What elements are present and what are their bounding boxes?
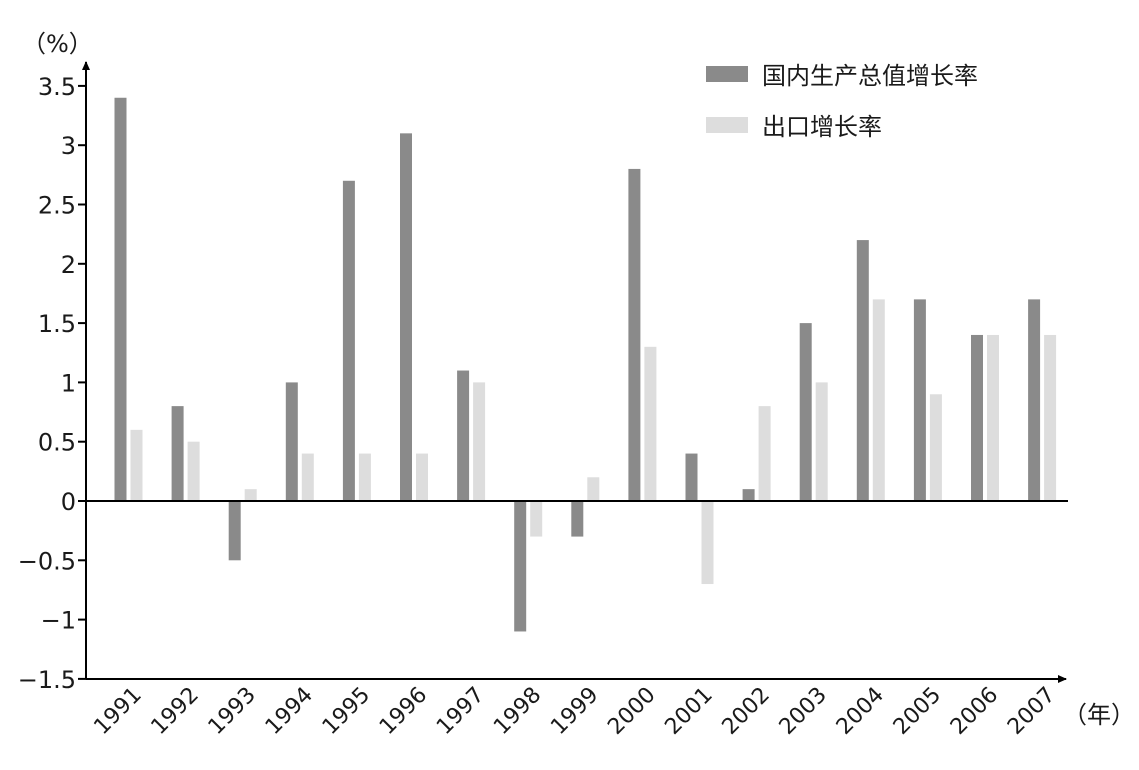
legend-swatch-export xyxy=(706,117,748,133)
y-tick-label: −0.5 xyxy=(18,547,76,575)
y-axis-unit-label: （%） xyxy=(22,30,93,58)
gdp-growth-bar-1993 xyxy=(228,501,241,561)
x-tick-label-1992: 1992 xyxy=(147,683,204,740)
bars-group xyxy=(114,97,1057,632)
export-growth-bar-2003 xyxy=(815,382,828,501)
x-tick-label-1999: 1999 xyxy=(546,683,603,740)
export-growth-bar-2000 xyxy=(644,346,657,501)
x-tick-label-2000: 2000 xyxy=(603,683,660,740)
export-growth-bar-1993 xyxy=(244,489,257,501)
export-growth-bar-2005 xyxy=(929,394,942,501)
y-tick-label: 2 xyxy=(61,251,76,279)
x-ticks-group: 1991 1992 1993 1994 1995 1996 1997 1998 1999 2000… xyxy=(89,683,1060,740)
export-growth-bar-2004 xyxy=(872,299,885,501)
legend-label-gdp: 国内生产总值增长率 xyxy=(762,62,978,90)
gdp-growth-bar-1998 xyxy=(514,501,527,632)
gdp-growth-bar-2003 xyxy=(799,323,812,501)
gdp-growth-bar-1994 xyxy=(285,382,298,501)
y-ticks-group: 3.5 3 2.5 2 1.5 1 0.5 0 −0.5 −1 −1.5 xyxy=(18,73,86,694)
x-tick-label-1994: 1994 xyxy=(261,683,318,740)
export-growth-bar-2007 xyxy=(1044,334,1057,501)
gdp-growth-bar-1999 xyxy=(571,501,584,537)
gdp-growth-bar-1991 xyxy=(114,97,127,501)
legend-label-export: 出口增长率 xyxy=(762,113,882,141)
export-growth-bar-1997 xyxy=(473,382,486,501)
gdp-growth-bar-2006 xyxy=(971,334,983,501)
gdp-growth-bar-2007 xyxy=(1028,299,1041,501)
export-growth-bar-2001 xyxy=(701,501,714,585)
x-tick-label-2002: 2002 xyxy=(718,683,775,740)
export-growth-bar-1999 xyxy=(587,477,600,501)
gdp-growth-bar-2002 xyxy=(742,489,755,501)
export-growth-bar-1992 xyxy=(187,441,200,501)
x-tick-label-2005: 2005 xyxy=(889,683,946,740)
export-growth-bar-1998 xyxy=(530,501,543,537)
gdp-growth-bar-1995 xyxy=(342,180,355,501)
x-tick-label-1995: 1995 xyxy=(318,683,375,740)
legend-swatch-gdp xyxy=(706,66,748,82)
y-tick-label: 0 xyxy=(61,488,76,516)
x-tick-label-1996: 1996 xyxy=(375,683,432,740)
gdp-growth-bar-1997 xyxy=(457,370,470,501)
x-tick-label-2003: 2003 xyxy=(775,683,832,740)
x-tick-label-1997: 1997 xyxy=(432,683,489,740)
x-tick-label-2007: 2007 xyxy=(1003,683,1060,740)
export-growth-bar-1996 xyxy=(416,453,428,501)
export-growth-bar-1994 xyxy=(301,453,314,501)
y-tick-label: 2.5 xyxy=(38,192,76,220)
export-growth-bar-1991 xyxy=(130,429,143,501)
x-tick-label-2004: 2004 xyxy=(832,683,889,740)
y-tick-label: −1 xyxy=(41,607,76,635)
y-tick-label: 1 xyxy=(61,369,76,397)
x-tick-label-1993: 1993 xyxy=(204,683,261,740)
x-tick-label-2006: 2006 xyxy=(946,683,1003,740)
gdp-growth-bar-2000 xyxy=(628,168,641,502)
export-growth-bar-2002 xyxy=(758,406,771,501)
y-tick-label: 3 xyxy=(61,132,76,160)
x-tick-label-1991: 1991 xyxy=(89,683,146,740)
y-tick-label: 0.5 xyxy=(38,429,76,457)
export-growth-bar-2006 xyxy=(987,334,999,501)
x-axis-unit-label: （年） xyxy=(1063,701,1135,729)
x-tick-label-1998: 1998 xyxy=(489,683,546,740)
gdp-growth-bar-2001 xyxy=(685,453,698,501)
y-tick-label: 1.5 xyxy=(38,310,76,338)
y-tick-label: −1.5 xyxy=(18,666,76,694)
export-growth-bar-1995 xyxy=(358,453,371,501)
x-tick-label-2001: 2001 xyxy=(660,683,717,740)
legend: 国内生产总值增长率 出口增长率 xyxy=(706,62,978,141)
gdp-growth-bar-1992 xyxy=(171,406,184,501)
gdp-growth-bar-2004 xyxy=(856,240,869,501)
gdp-growth-bar-2005 xyxy=(913,299,926,501)
gdp-growth-bar-1996 xyxy=(400,133,412,501)
y-tick-label: 3.5 xyxy=(38,73,76,101)
